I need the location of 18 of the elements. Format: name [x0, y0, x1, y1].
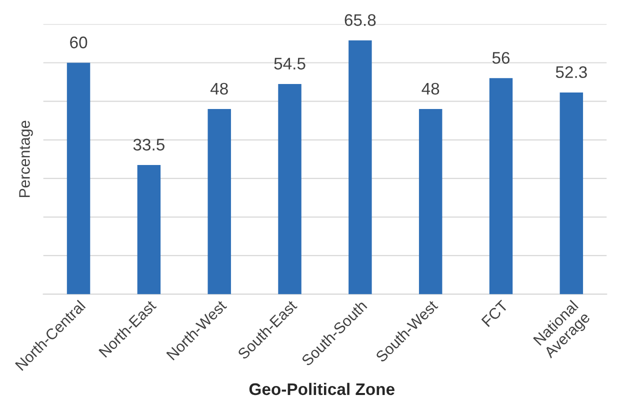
data-label: 52.3: [556, 66, 587, 78]
bar: [137, 164, 161, 294]
data-label: 54.5: [274, 58, 306, 70]
bar: [66, 62, 90, 294]
data-label: 65.8: [344, 14, 376, 26]
bar: [208, 109, 231, 294]
y-axis-title: Percentage: [19, 120, 33, 197]
data-label: 33.5: [133, 138, 164, 151]
x-axis-title: Geo-Political Zone: [249, 382, 394, 396]
bar: [489, 78, 513, 294]
data-label: 48: [210, 82, 228, 95]
bar: [348, 40, 372, 294]
data-label: 56: [492, 52, 510, 64]
bar: [278, 84, 302, 294]
data-label: 60: [70, 36, 88, 48]
bar: [560, 92, 584, 294]
data-label: 48: [422, 82, 440, 95]
bar: [418, 109, 442, 294]
